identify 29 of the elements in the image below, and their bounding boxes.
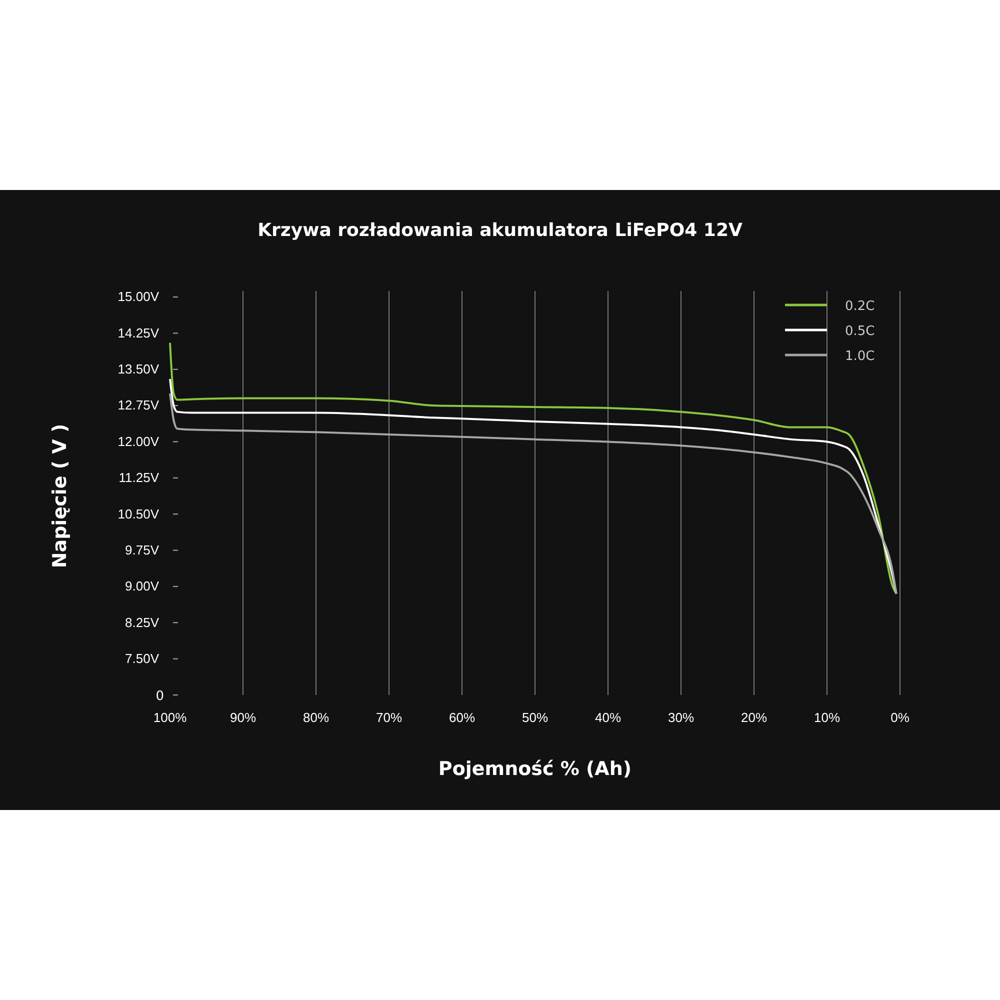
y-tick-label: 12.00V bbox=[118, 434, 160, 449]
x-tick-label: 10% bbox=[814, 710, 840, 726]
y-tick-label: 15.00V bbox=[118, 289, 160, 304]
y-tick-label: 8.25V bbox=[125, 614, 160, 630]
x-tick-label: 40% bbox=[594, 710, 622, 726]
text: 0 bbox=[156, 689, 164, 704]
x-tick-label: 60% bbox=[448, 710, 476, 726]
legend-label: 0.5C bbox=[845, 324, 875, 339]
x-axis-title: Pojemność % (Ah) bbox=[438, 758, 632, 780]
x-tick-label: 80% bbox=[302, 710, 330, 726]
legend-label: 1.0C bbox=[845, 349, 875, 364]
chart-title: Krzywa rozładowania akumulatora LiFePO4 12V bbox=[258, 220, 742, 241]
y-tick-label: 9.75V bbox=[125, 542, 160, 558]
y-axis-title: Napięcie ( V ) bbox=[49, 424, 71, 568]
y-tick-label: 11.25V bbox=[118, 470, 160, 486]
y-tick-label: 12.75V bbox=[118, 398, 160, 413]
x-tick-label: 0% bbox=[890, 710, 910, 726]
x-tick-label: 70% bbox=[376, 710, 402, 726]
y-tick-label: 10.50V bbox=[118, 506, 160, 522]
x-tick-label: 20% bbox=[740, 710, 768, 726]
x-tick-label: 90% bbox=[230, 710, 256, 726]
y-tick-label: 14.25V bbox=[118, 325, 160, 340]
legend-label: 0.2C bbox=[845, 299, 875, 314]
y-tick-label: 13.50V bbox=[118, 362, 160, 377]
x-tick-label: 100% bbox=[153, 710, 188, 726]
x-tick-label: 50% bbox=[522, 710, 548, 726]
y-tick-label: 7.50V bbox=[125, 650, 160, 666]
y-tick-label: 9.00V bbox=[125, 578, 160, 594]
x-tick-label: 30% bbox=[668, 710, 694, 726]
